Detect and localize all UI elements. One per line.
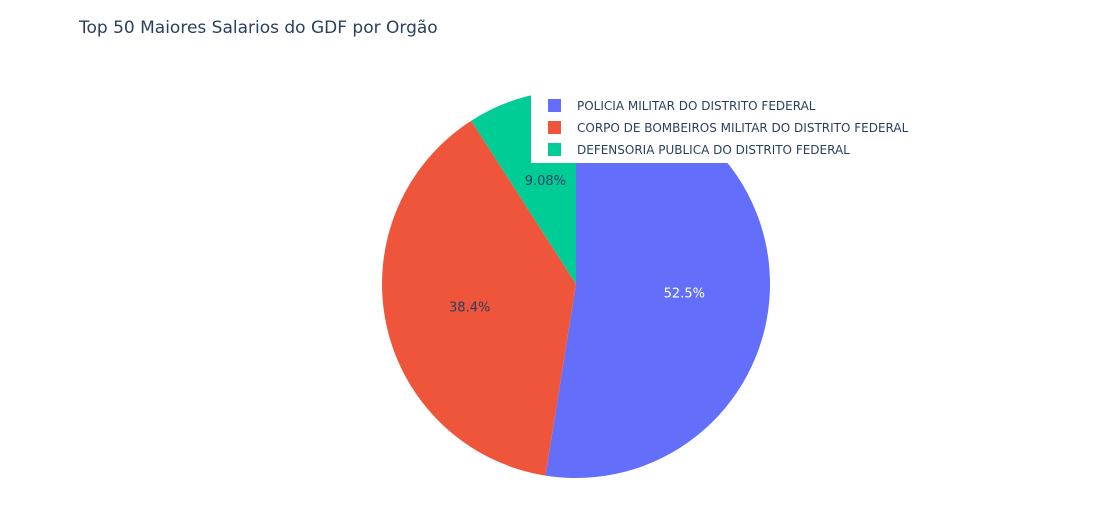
pie-slice-1[interactable]: [382, 120, 576, 476]
slice-label-2: 9.08%: [525, 174, 566, 189]
pie-slices: [382, 89, 771, 478]
legend-label-2[interactable]: DEFENSORIA PUBLICA DO DISTRITO FEDERAL: [577, 143, 850, 157]
legend-background: [531, 89, 972, 163]
pie-slice-0[interactable]: [545, 89, 771, 478]
legend-label-1[interactable]: CORPO DE BOMBEIROS MILITAR DO DISTRITO F…: [577, 121, 909, 135]
slice-label-0: 52.5%: [664, 287, 705, 302]
slice-labels: 52.5% 38.4% 9.08%: [449, 174, 705, 315]
legend-swatch-1[interactable]: [548, 121, 561, 134]
chart-title: Top 50 Maiores Salarios do GDF por Orgão: [78, 18, 438, 38]
legend-swatch-2[interactable]: [548, 143, 561, 156]
legend-swatch-0[interactable]: [548, 99, 561, 112]
legend-label-0[interactable]: POLICIA MILITAR DO DISTRITO FEDERAL: [577, 99, 816, 113]
legend: POLICIA MILITAR DO DISTRITO FEDERAL CORPO…: [531, 89, 972, 163]
slice-label-1: 38.4%: [449, 300, 490, 315]
